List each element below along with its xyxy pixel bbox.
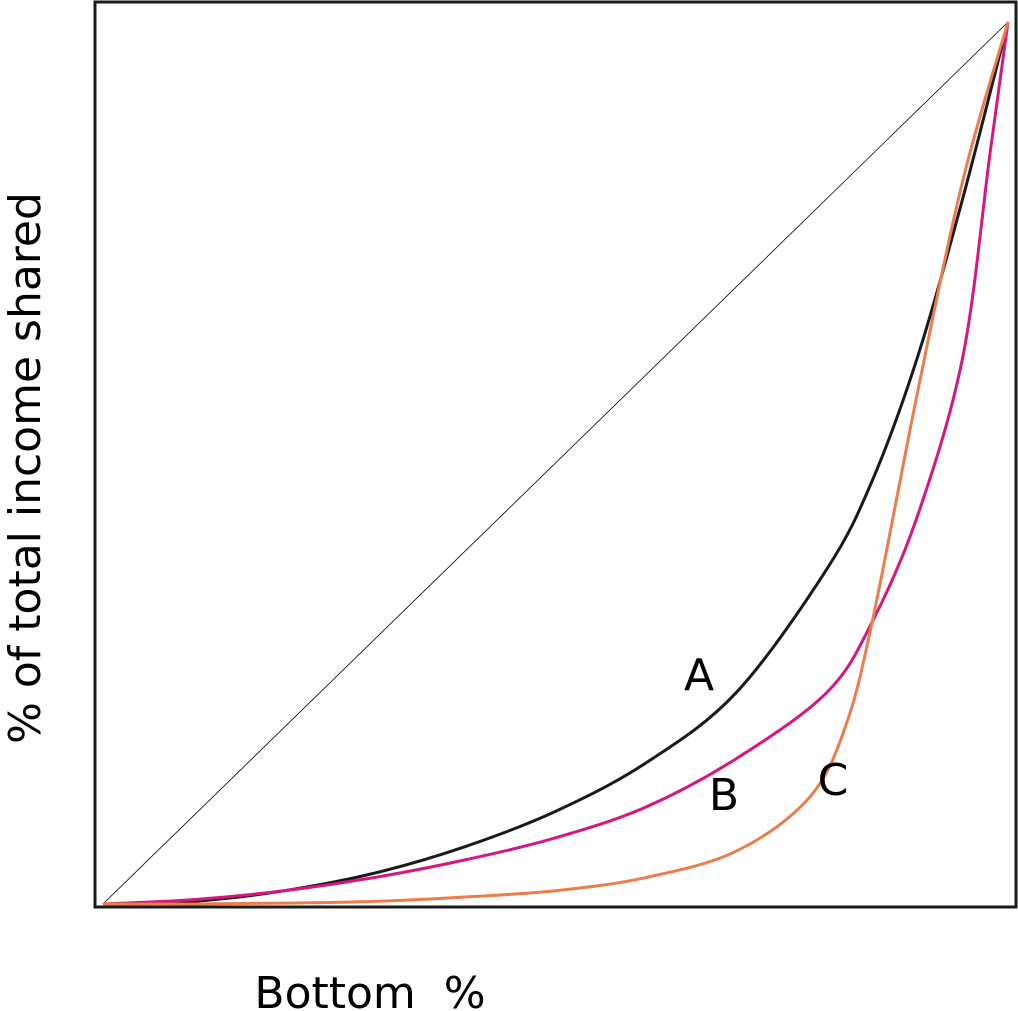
curve-label-a: A <box>684 650 714 701</box>
curve-b <box>102 21 1010 906</box>
label-layer: A B C <box>684 650 848 821</box>
equality-line <box>102 21 1009 905</box>
x-axis-label: Bottom % <box>254 968 485 1011</box>
plot-frame <box>93 0 1018 909</box>
curve-label-b: B <box>709 770 739 821</box>
y-axis-label: % of total income shared <box>0 192 51 744</box>
curve-c <box>102 21 1010 906</box>
series-layer <box>102 21 1010 906</box>
curve-label-c: C <box>818 755 849 806</box>
